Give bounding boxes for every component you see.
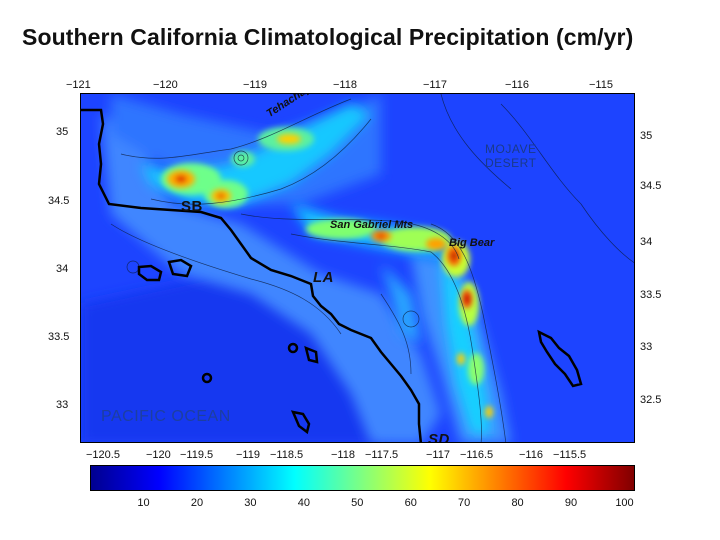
label-san-diego: SD xyxy=(428,431,450,443)
top-lon-tick: −119 xyxy=(243,79,267,91)
label-santa-barbara: SB xyxy=(181,198,203,215)
colorbar-tick: 90 xyxy=(564,497,578,509)
left-lat-tick: 34.5 xyxy=(48,195,70,207)
right-lat-tick: 34 xyxy=(640,236,653,248)
bottom-lon-tick: −117.5 xyxy=(365,449,399,461)
top-lon-tick: −118 xyxy=(333,79,357,91)
bottom-lon-tick: −116.5 xyxy=(460,449,494,461)
colorbar-tick: 60 xyxy=(404,497,417,509)
top-lon-tick: −121 xyxy=(66,79,91,91)
right-lat-tick: 35 xyxy=(640,130,653,142)
map-title: Southern California Climatological Preci… xyxy=(22,24,634,50)
bottom-lon-tick: −117 xyxy=(426,449,450,461)
right-lat-tick: 33.5 xyxy=(640,289,662,301)
top-lon-tick: −115 xyxy=(589,79,613,91)
colorbar xyxy=(90,465,635,491)
bottom-lon-tick: −118 xyxy=(331,449,355,461)
colorbar-tick: 40 xyxy=(297,497,310,509)
bottom-lon-tick: −115.5 xyxy=(553,449,587,461)
colorbar-tick: 10 xyxy=(137,497,150,509)
left-lat-tick: 33.5 xyxy=(48,331,70,343)
colorbar-tick: 80 xyxy=(511,497,524,509)
label-big-bear: Big Bear xyxy=(449,237,495,249)
label-mojave-desert: MOJAVE DESERT xyxy=(485,142,536,170)
bottom-lon-tick: −116 xyxy=(519,449,543,461)
bottom-lon-tick: −119.5 xyxy=(180,449,214,461)
colorbar-tick: 20 xyxy=(190,497,204,509)
label-los-angeles: LA xyxy=(313,269,334,286)
bottom-lon-tick: −118.5 xyxy=(270,449,304,461)
label-mojave-line2: DESERT xyxy=(485,156,537,170)
label-pacific-ocean: PACIFIC OCEAN xyxy=(101,408,231,425)
left-lat-tick: 34 xyxy=(56,263,69,275)
top-lon-tick: −117 xyxy=(423,79,447,91)
right-lat-tick: 34.5 xyxy=(640,180,662,192)
colorbar-tick: 100 xyxy=(615,497,634,509)
precipitation-field xyxy=(81,94,634,442)
colorbar-tick: 70 xyxy=(458,497,471,509)
top-lon-tick: −116 xyxy=(505,79,529,91)
label-san-gabriel-mts: San Gabriel Mts xyxy=(330,219,414,231)
bottom-lon-tick: −120 xyxy=(146,449,171,461)
bottom-lon-tick: −119 xyxy=(236,449,260,461)
colorbar-tick: 50 xyxy=(351,497,364,509)
label-mojave-line1: MOJAVE xyxy=(485,142,537,156)
right-lat-tick: 32.5 xyxy=(640,394,662,406)
left-lat-tick: 35 xyxy=(56,126,69,138)
bottom-lon-tick: −120.5 xyxy=(86,449,120,461)
top-lon-tick: −120 xyxy=(153,79,178,91)
precipitation-map: SB LA SD Tehachapi Mts San Gabriel Mts B… xyxy=(80,93,635,443)
colorbar-tick: 30 xyxy=(244,497,257,509)
right-lat-tick: 33 xyxy=(640,341,653,353)
left-lat-tick: 33 xyxy=(56,399,69,411)
